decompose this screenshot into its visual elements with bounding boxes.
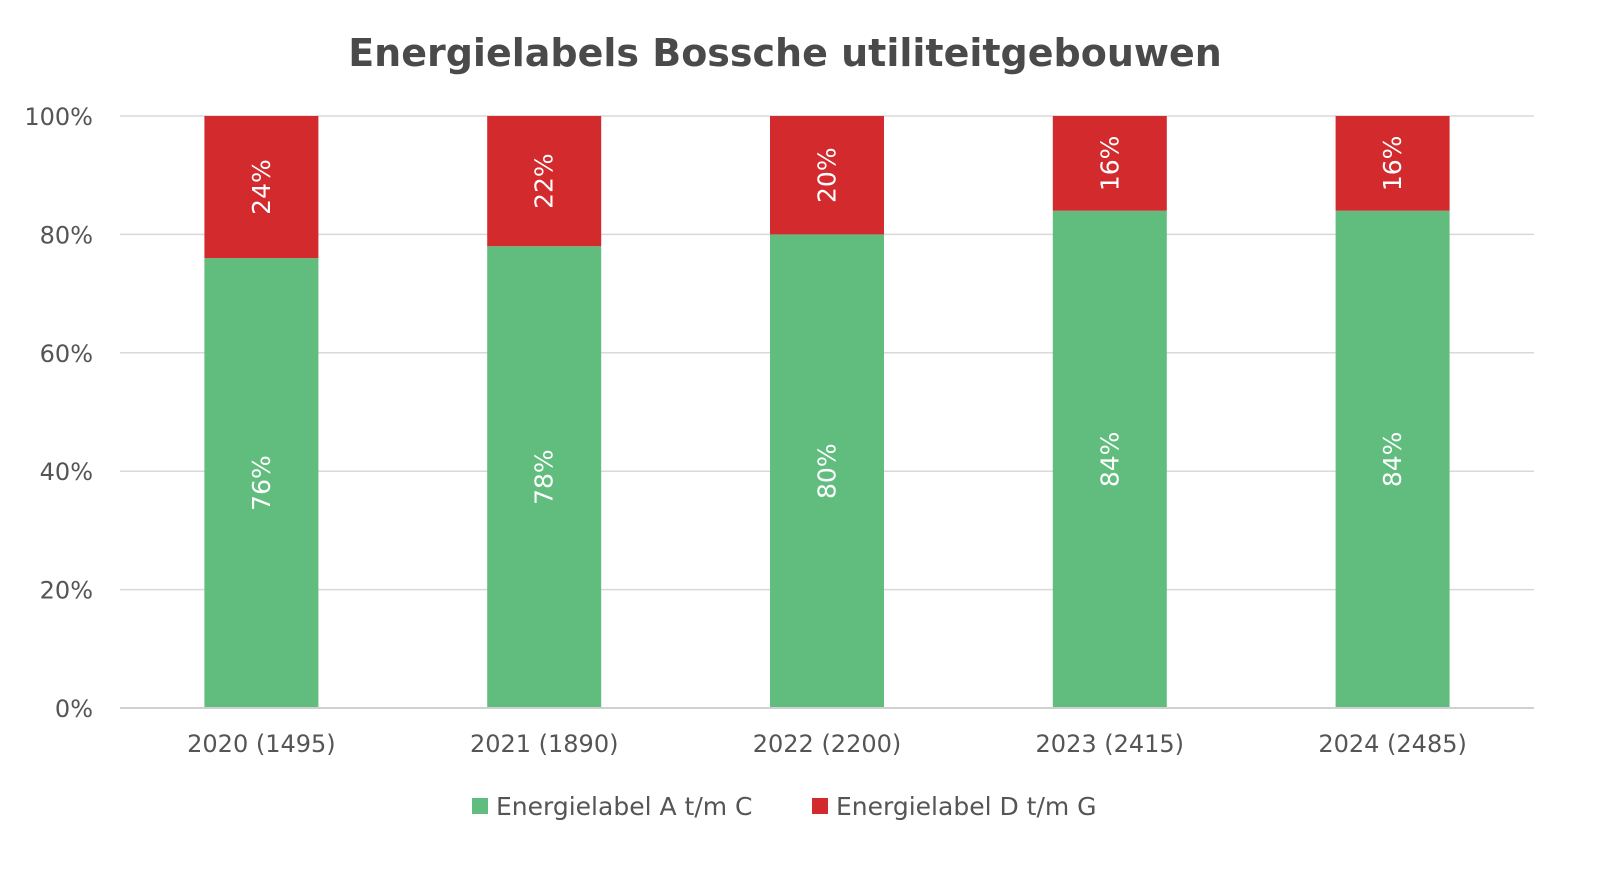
data-label: 76% <box>247 455 276 511</box>
legend-item: Energielabel A t/m C <box>472 792 753 821</box>
legend-label: Energielabel A t/m C <box>496 792 753 821</box>
y-axis-ticks: 0% 20% 40% 60% 80% 100% <box>24 103 93 723</box>
data-label: 16% <box>1095 136 1124 192</box>
bar-segment-d-t-m-g <box>487 116 602 247</box>
y-tick-label: 0% <box>55 695 93 723</box>
data-label: 84% <box>1095 432 1124 488</box>
y-tick-label: 100% <box>24 103 93 131</box>
bar-segment-a-t-m-c <box>1052 210 1167 708</box>
bar-segment-a-t-m-c <box>770 234 884 708</box>
data-label: 16% <box>1378 136 1407 192</box>
bar-segment-d-t-m-g <box>1335 116 1450 211</box>
y-tick-label: 60% <box>40 340 93 368</box>
x-tick-label: 2022 (2200) <box>753 730 902 758</box>
bar-segment-a-t-m-c <box>1335 210 1450 708</box>
x-axis-ticks: 2020 (1495) 2021 (1890) 2022 (2200) 2023 (2… <box>187 730 1467 758</box>
data-label: 78% <box>530 449 559 505</box>
bar-segment-d-t-m-g <box>204 116 319 259</box>
x-tick-label: 2024 (2485) <box>1318 730 1467 758</box>
data-label: 22% <box>530 153 559 209</box>
data-label: 84% <box>1378 432 1407 488</box>
y-tick-label: 80% <box>40 221 93 249</box>
y-tick-label: 20% <box>40 577 93 605</box>
x-tick-label: 2020 (1495) <box>187 730 336 758</box>
bar-segment-d-t-m-g <box>1052 116 1167 211</box>
x-tick-label: 2023 (2415) <box>1036 730 1185 758</box>
legend: Energielabel A t/m C Energielabel D t/m G <box>472 792 1097 821</box>
bar-segment-d-t-m-g <box>770 116 884 235</box>
legend-swatch <box>472 798 488 814</box>
legend-item: Energielabel D t/m G <box>812 792 1097 821</box>
chart-title: Energielabels Bossche utiliteitgebouwen <box>348 31 1222 75</box>
bar-segment-a-t-m-c <box>204 258 319 708</box>
legend-label: Energielabel D t/m G <box>836 792 1097 821</box>
x-tick-label: 2021 (1890) <box>470 730 619 758</box>
data-label: 20% <box>813 147 842 203</box>
data-label: 24% <box>247 159 276 215</box>
bar-segment-a-t-m-c <box>487 246 602 709</box>
y-tick-label: 40% <box>40 458 93 486</box>
bars: 76% 24% 78% 22% 80% 20% 84% 16% 84% 16% <box>204 116 1450 709</box>
data-label: 80% <box>813 443 842 499</box>
legend-swatch <box>812 798 828 814</box>
